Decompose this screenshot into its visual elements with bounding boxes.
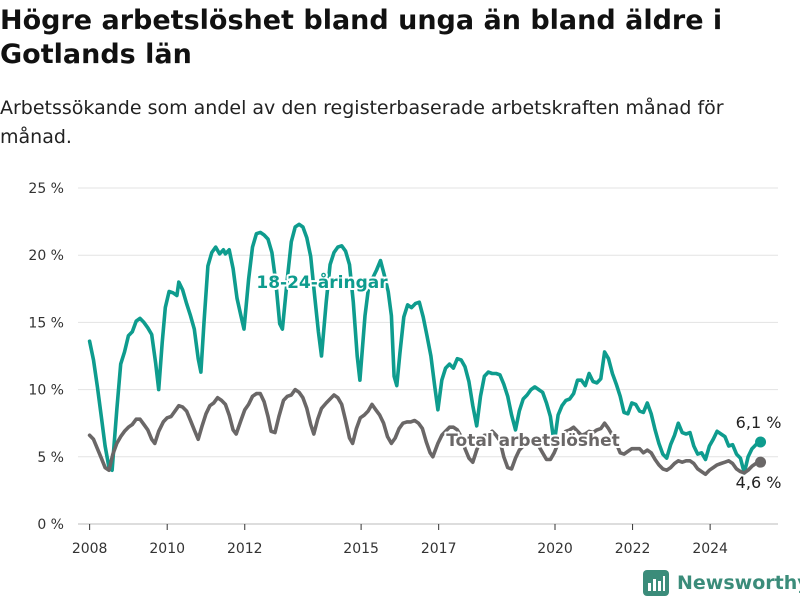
x-tick-label: 2022 — [615, 541, 651, 557]
x-axis-ticks: 2008 2010 2012 2015 2017 2020 2022 2024 — [72, 524, 728, 557]
chart-subtitle: Arbetssökande som andel av den registerb… — [0, 97, 724, 148]
y-tick-label: 5 % — [37, 450, 64, 466]
y-tick-label: 25 % — [28, 181, 64, 197]
x-tick-label: 2020 — [537, 541, 573, 557]
y-tick-label: 20 % — [28, 248, 64, 264]
series-lines — [87, 222, 767, 477]
x-tick-label: 2017 — [421, 541, 457, 557]
series-name-label: Total arbetslöshet — [446, 431, 620, 451]
gridlines — [78, 187, 778, 525]
series-line-1 — [87, 387, 763, 477]
y-tick-label: 10 % — [28, 383, 64, 399]
y-tick-label: 0 % — [37, 517, 64, 533]
series-labels: 6,1 % 4,6 % 18-24-åringar Total arbetslöshe… — [254, 269, 782, 492]
x-tick-label: 2012 — [227, 541, 263, 557]
x-tick-label: 2010 — [149, 541, 185, 557]
newsworthy-logo-icon — [643, 570, 669, 596]
series-end-point — [755, 436, 767, 448]
brand-name: Newsworthy — [677, 572, 800, 594]
series-end-label: 4,6 % — [736, 473, 782, 492]
y-tick-label: 15 % — [28, 315, 64, 331]
series-line-0 — [87, 222, 763, 475]
x-tick-label: 2015 — [343, 541, 379, 557]
series-name-label: 18-24-åringar — [256, 271, 388, 293]
series-end-label: 6,1 % — [736, 413, 782, 432]
x-tick-label: 2024 — [692, 541, 728, 557]
newsworthy-brand: Newsworthy — [643, 568, 800, 598]
x-tick-label: 2008 — [72, 541, 108, 557]
chart-title: Högre arbetslöshet bland unga än bland ä… — [0, 5, 723, 70]
series-end-point — [755, 456, 767, 468]
y-axis-ticks: 0 % 5 % 10 % 15 % 20 % 25 % — [28, 181, 64, 533]
